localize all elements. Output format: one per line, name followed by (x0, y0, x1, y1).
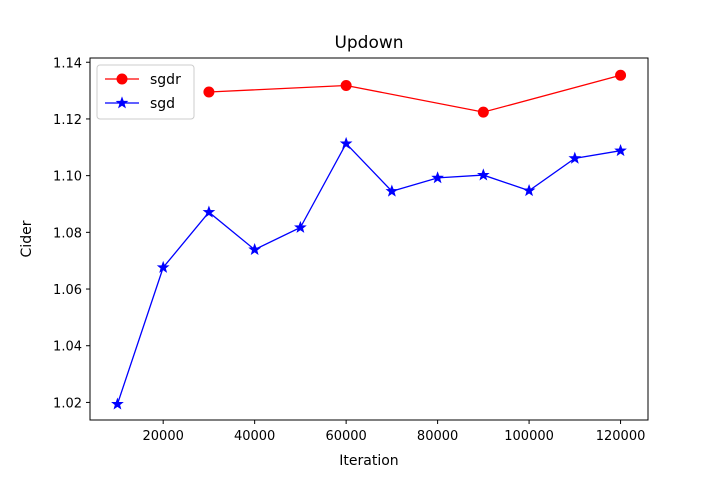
series-sgdr-line (208, 74, 621, 113)
series-sgd-point-8 (477, 168, 490, 181)
y-tick-label-0: 1.02 (53, 396, 82, 411)
series-layer (111, 69, 627, 410)
series-sgd-point-7 (431, 171, 444, 184)
x-tick-label-2: 60000 (325, 429, 366, 444)
x-tick-label-1: 40000 (234, 429, 275, 444)
x-axis-label: Iteration (339, 453, 398, 469)
series-sgdr (203, 69, 627, 118)
series-sgd (111, 136, 627, 410)
series-sgdr-point-0 (203, 86, 215, 98)
series-sgdr-point-1 (340, 79, 352, 91)
series-sgd-point-6 (385, 184, 399, 197)
plot-frame (89, 57, 649, 421)
series-sgd-point-1 (156, 260, 170, 273)
y-tick-label-5: 1.12 (53, 113, 82, 128)
legend: sgdr sgd (96, 64, 195, 120)
x-tick-label-3: 80000 (417, 429, 458, 444)
legend-label-sgd: sgd (150, 96, 175, 112)
series-sgd-line (116, 142, 621, 405)
y-tick-label-3: 1.08 (53, 226, 82, 241)
y-tick-label-4: 1.10 (53, 170, 82, 185)
legend-sgd-point-0 (115, 96, 129, 109)
series-sgdr-point-2 (477, 106, 489, 118)
legend-label-sgdr: sgdr (150, 72, 181, 88)
y-tick-label-2: 1.06 (53, 283, 82, 298)
legend-sgdr-point-0 (116, 73, 128, 85)
series-sgd-point-3 (248, 242, 262, 256)
series-sgd-point-10 (568, 151, 582, 164)
x-tick-label-5: 120000 (596, 429, 646, 444)
series-sgd-point-4 (294, 220, 307, 233)
y-tick-label-6: 1.14 (53, 56, 82, 71)
series-sgd-point-2 (202, 205, 216, 218)
y-tick-label-1: 1.04 (53, 340, 82, 355)
series-sgd-point-5 (339, 136, 353, 150)
series-sgd-point-11 (614, 144, 627, 157)
series-sgdr-point-3 (615, 69, 627, 81)
y-axis-label: Cider (19, 220, 35, 257)
series-sgd-point-9 (522, 183, 536, 197)
chart-title: Updown (334, 33, 403, 53)
axes: 20000 40000 60000 80000 100000 120000 1.02 1.04… (53, 56, 645, 444)
x-tick-label-0: 20000 (143, 429, 184, 444)
x-tick-label-4: 100000 (504, 429, 554, 444)
series-sgd-point-0 (111, 397, 124, 410)
